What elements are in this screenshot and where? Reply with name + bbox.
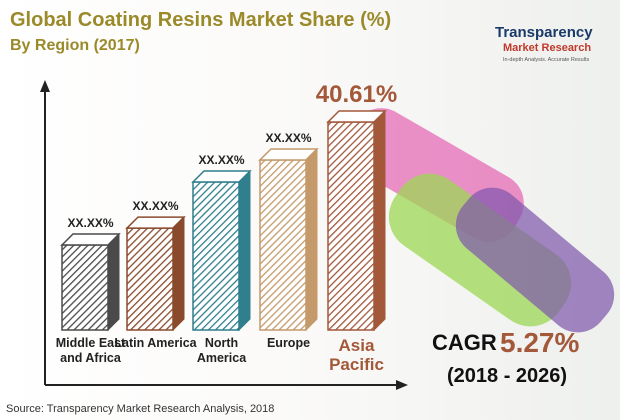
value-label: XX.XX% [265, 131, 311, 145]
chart-subtitle: By Region (2017) [10, 37, 140, 54]
category-label: Latin America [114, 336, 197, 350]
logo-tagline: In-depth Analysis. Accurate Results [503, 57, 589, 63]
bar-top [60, 233, 121, 246]
bar-side [107, 232, 120, 332]
bar-side [373, 109, 386, 332]
cagr-period: (2018 - 2026) [447, 365, 567, 387]
bar-top [326, 110, 387, 123]
bar [327, 121, 375, 331]
cagr-label: CAGR [432, 330, 497, 355]
category-label: Europe [266, 336, 311, 350]
bar-top [191, 170, 252, 183]
logo-name: Transparency [495, 24, 593, 41]
bar [259, 159, 307, 331]
logo-line2: Market Research [503, 42, 591, 54]
bar-side [238, 169, 251, 332]
value-label: XX.XX% [132, 199, 178, 213]
bar-top [258, 148, 319, 161]
bar-top [125, 216, 186, 229]
cagr-value: 5.27% [500, 327, 579, 358]
source: Source: Transparency Market Research Ana… [6, 403, 274, 415]
bar [192, 181, 240, 331]
decor [346, 108, 615, 333]
bar [61, 244, 109, 331]
category-label: Middle East and Africa [55, 336, 126, 365]
category-label: Asia Pacific [329, 336, 384, 374]
value-label: XX.XX% [198, 153, 244, 167]
axis-arrow [396, 380, 408, 390]
axis-arrow [40, 80, 50, 92]
value-label: XX.XX% [67, 216, 113, 230]
category-label: North America [196, 336, 247, 365]
value-label: 40.61% [316, 81, 397, 108]
bar-side [172, 215, 185, 332]
chart-title: Global Coating Resins Market Share (%) [10, 9, 391, 31]
bar [126, 227, 174, 331]
bar-side [305, 147, 318, 332]
